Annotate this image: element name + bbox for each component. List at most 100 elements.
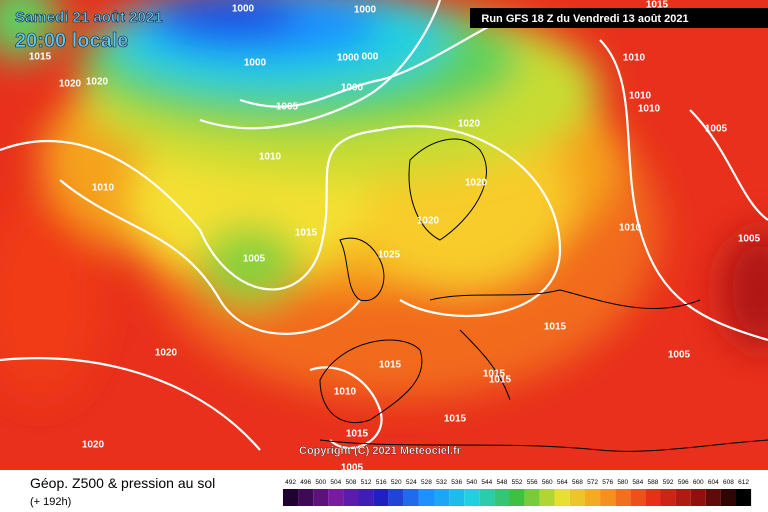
isobar-label: 1020: [86, 77, 109, 88]
isobar-label: 1000: [244, 58, 267, 69]
legend-label: 608: [723, 479, 734, 486]
isobar-label: 1000: [232, 4, 255, 15]
legend-label: 496: [300, 479, 311, 486]
isobar-label: 1000: [354, 5, 377, 16]
isobar-label: 1010: [638, 104, 661, 115]
isobar-label: 1015: [483, 369, 506, 380]
isobar-label: 1015: [444, 414, 467, 425]
field: [0, 0, 768, 470]
isobar-label: 1015: [29, 52, 52, 63]
legend-swatch: [373, 489, 389, 506]
legend-swatch: [675, 489, 691, 506]
legend-swatch: [434, 489, 450, 506]
date: Samedi 21 août 2021: [15, 9, 163, 26]
legend-label: 492: [285, 479, 296, 486]
isobar-label: 1020: [155, 348, 178, 359]
isobar-label: 1010: [629, 91, 652, 102]
isobar-label: 1025: [378, 250, 401, 261]
isobar-label: 1015: [346, 429, 369, 440]
legend-label: 520: [391, 479, 402, 486]
legend-swatch: [464, 489, 480, 506]
legend-swatch: [660, 489, 676, 506]
legend-swatch: [418, 489, 434, 506]
legend-swatch: [494, 489, 510, 506]
legend-swatch: [554, 489, 570, 506]
legend-label: 552: [512, 479, 523, 486]
legend-swatch: [645, 489, 661, 506]
isobar-label: 1005: [276, 102, 299, 113]
legend-swatch: [736, 489, 752, 506]
isobar-label: 1010: [92, 183, 115, 194]
isobar-label: 1015: [646, 0, 669, 11]
isobar-label: 1005: [341, 463, 364, 474]
legend-label: 540: [466, 479, 477, 486]
legend-label: 524: [406, 479, 417, 486]
isobar-label: 1020: [82, 440, 105, 451]
legend-label: 596: [678, 479, 689, 486]
isobar-label: 1000: [341, 83, 364, 94]
legend-label: 600: [693, 479, 704, 486]
legend-label: 580: [617, 479, 628, 486]
legend-label: 548: [497, 479, 508, 486]
legend-swatch: [600, 489, 616, 506]
legend-swatch: [358, 489, 374, 506]
legend-label: 584: [632, 479, 643, 486]
isobar-label: 1005: [705, 124, 728, 135]
isobar-label: 1010: [619, 223, 642, 234]
isobars: [0, 0, 768, 451]
legend-label: 576: [602, 479, 613, 486]
isobar-label: 1020: [465, 178, 488, 189]
isobar-label: 1015: [544, 322, 567, 333]
legend-swatch: [388, 489, 404, 506]
legend-label: 556: [527, 479, 538, 486]
legend-swatch: [509, 489, 525, 506]
isobar-label: 000: [362, 52, 379, 63]
legend-swatch: [298, 489, 314, 506]
legend-label: 532: [436, 479, 447, 486]
legend-swatch: [449, 489, 465, 506]
legend-swatch: [539, 489, 555, 506]
legend-label: 508: [346, 479, 357, 486]
isobar-label: 1020: [417, 216, 440, 227]
legend-label: 528: [421, 479, 432, 486]
coastlines: [319, 138, 768, 452]
legend-label: 604: [708, 479, 719, 486]
time: 20:00 locale: [15, 30, 128, 52]
legend-swatch: [585, 489, 601, 506]
colorbar: 492 496 500 504 508 512 516 520 524 528 532 536 540 5…: [283, 479, 752, 506]
isobar-label: 1000: [337, 53, 360, 64]
isobar-label: 1005: [243, 254, 266, 265]
legend-label: 612: [738, 479, 749, 486]
legend-swatch: [720, 489, 736, 506]
isobar-label: 1015: [295, 228, 318, 239]
isobar-label: 1015: [379, 360, 402, 371]
legend-swatch: [328, 489, 344, 506]
legend-swatch: [313, 489, 329, 506]
copyright: Copyright (C) 2021 Meteociel.fr: [299, 445, 462, 457]
isobar-label: 1010: [623, 53, 646, 64]
legend-label: 564: [557, 479, 568, 486]
isobar-label: 1020: [458, 119, 481, 130]
legend-swatch: [343, 489, 359, 506]
legend-swatch: [524, 489, 540, 506]
isobar-label: 1010: [334, 387, 357, 398]
legend-label: 536: [451, 479, 462, 486]
isobar-label: 1005: [738, 234, 761, 245]
isobar-label: 1020: [59, 79, 82, 90]
legend-label: 592: [663, 479, 674, 486]
legend-swatch: [569, 489, 585, 506]
legend-swatch: [705, 489, 721, 506]
legend-label: 512: [361, 479, 372, 486]
legend-swatch: [479, 489, 495, 506]
footer-lead: (+ 192h): [30, 496, 71, 508]
isobar-label: 1015: [489, 375, 512, 386]
isobar-label: 1005: [668, 350, 691, 361]
legend-swatch: [283, 489, 299, 506]
legend-swatch: [615, 489, 631, 506]
isobar-label: 1010: [259, 152, 282, 163]
footer-title: Géop. Z500 & pression au sol: [30, 475, 215, 491]
legend-swatch: [630, 489, 646, 506]
legend-label: 560: [542, 479, 553, 486]
